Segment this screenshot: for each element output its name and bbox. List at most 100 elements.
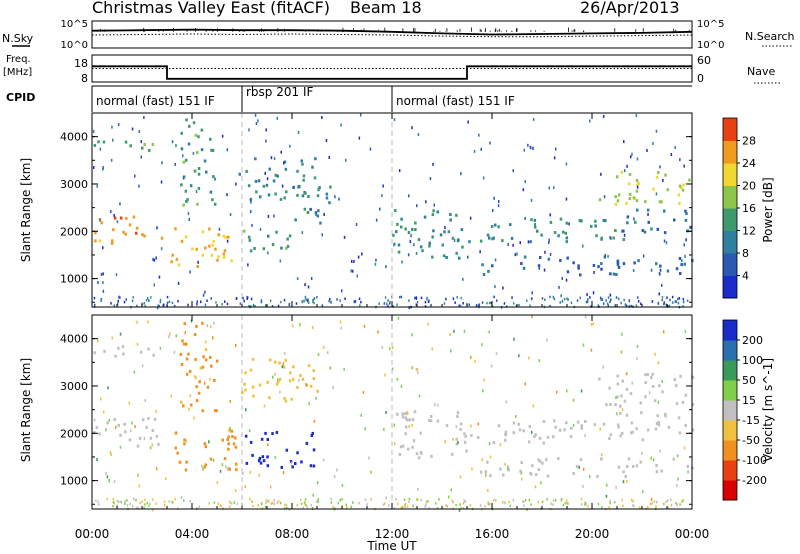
heatmap-noise-cell — [648, 391, 651, 395]
heatmap-cell — [135, 231, 138, 235]
heatmap-ground-cell — [541, 297, 544, 300]
heatmap-noise-cell — [478, 133, 480, 137]
heatmap-noise-cell — [479, 250, 481, 254]
heatmap-noise-cell — [187, 212, 190, 216]
heatmap-noise-cell — [593, 270, 595, 274]
heatmap-noise-cell — [353, 260, 355, 263]
heatmap-cell — [404, 227, 407, 231]
heatmap-ground-cell — [267, 500, 269, 503]
heatmap-ground-cell — [460, 506, 462, 510]
heatmap-ground-cell — [330, 497, 332, 501]
heatmap-noise-cell — [128, 401, 130, 405]
heatmap-noise-cell — [631, 152, 633, 156]
heatmap-cell — [486, 460, 489, 464]
heatmap-cell — [600, 262, 603, 266]
heatmap-cell — [580, 426, 583, 430]
heatmap-noise-cell — [586, 293, 588, 297]
heatmap-ground-cell — [321, 304, 324, 307]
heatmap-noise-cell — [631, 381, 633, 385]
heatmap-cell — [296, 169, 299, 173]
heatmap-cell — [243, 229, 246, 233]
heatmap-noise-cell — [108, 479, 110, 483]
heatmap-cell — [291, 465, 294, 469]
x-tick-label-0: 00:00 — [75, 527, 110, 541]
heatmap-cell — [646, 428, 650, 432]
heatmap-cell — [202, 355, 205, 359]
heatmap-ground-cell — [427, 300, 430, 303]
heatmap-noise-cell — [208, 440, 210, 444]
heatmap-ground-cell — [637, 296, 639, 299]
heatmap-ground-cell — [670, 504, 673, 507]
heatmap-noise-cell — [636, 356, 638, 360]
heatmap-noise-cell — [683, 164, 685, 168]
heatmap-noise-cell — [249, 470, 251, 474]
heatmap-ground-cell — [166, 301, 169, 305]
heatmap-cell — [197, 135, 200, 139]
heatmap-cell — [404, 416, 407, 420]
heatmap-ground-cell — [200, 300, 202, 304]
heatmap-cell — [301, 194, 305, 198]
heatmap-ground-cell — [132, 296, 134, 299]
heatmap-ground-cell — [559, 301, 561, 304]
heatmap-ground-cell — [682, 305, 684, 308]
heatmap-noise-cell — [130, 429, 132, 433]
heatmap-noise-cell — [102, 289, 105, 293]
heatmap-cell — [644, 373, 647, 377]
heatmap-ground-cell — [630, 304, 632, 308]
heatmap-cell — [243, 382, 246, 386]
heatmap-noise-cell — [343, 235, 346, 239]
heatmap-noise-cell — [316, 481, 319, 485]
heatmap-cell — [113, 418, 116, 421]
heatmap-ground-cell — [183, 499, 185, 502]
heatmap-noise-cell — [143, 116, 145, 119]
heatmap-noise-cell — [322, 458, 325, 462]
heatmap-ground-cell — [459, 304, 462, 308]
heatmap-ground-cell — [246, 297, 248, 300]
cpid-strip: CPID normal (fast) 151 IF rbsp 201 IF no… — [6, 85, 692, 112]
heatmap-noise-cell — [616, 412, 618, 416]
heatmap-cell — [609, 433, 613, 437]
heatmap-noise-cell — [622, 480, 625, 484]
heatmap-cell — [292, 365, 295, 369]
heatmap-cell — [151, 143, 155, 146]
heatmap-noise-cell — [105, 472, 107, 475]
heatmap-noise-cell — [566, 389, 568, 393]
heatmap-cell — [489, 474, 492, 478]
heatmap-ground-cell — [454, 301, 456, 304]
heatmap-noise-cell — [113, 214, 115, 217]
heatmap-noise-cell — [518, 354, 520, 358]
heatmap-noise-cell — [602, 365, 604, 369]
heatmap-cell — [119, 433, 122, 437]
heatmap-cell — [316, 214, 320, 218]
heatmap-cell — [280, 465, 283, 469]
heatmap-cell — [195, 385, 198, 389]
heatmap-ground-cell — [339, 299, 341, 302]
heatmap-ground-cell — [406, 505, 409, 508]
heatmap-cell — [625, 201, 628, 205]
heatmap-ground-cell — [151, 498, 154, 501]
heatmap-noise-cell — [655, 192, 658, 196]
heatmap-ground-cell — [277, 500, 280, 503]
heatmap-cell — [635, 179, 639, 183]
heatmap-ground-cell — [116, 504, 119, 507]
heatmap-cell — [249, 197, 253, 201]
heatmap-cell — [117, 346, 120, 350]
heatmap-noise-cell — [92, 129, 95, 133]
heatmap-cell — [666, 269, 670, 273]
heatmap-cell — [520, 461, 523, 465]
heatmap-noise-cell — [450, 488, 452, 492]
heatmap-cell — [614, 195, 617, 199]
heatmap-noise-cell — [646, 149, 648, 152]
heatmap-cell — [244, 371, 247, 375]
heatmap-ground-cell — [679, 503, 681, 506]
heatmap-cell — [317, 188, 320, 192]
heatmap-ground-cell — [135, 498, 137, 502]
heatmap-noise-cell — [411, 126, 413, 130]
heatmap-ground-cell — [235, 297, 238, 300]
heatmap-ground-cell — [479, 504, 482, 507]
heatmap-cell — [254, 179, 258, 183]
heatmap-noise-cell — [592, 291, 595, 295]
heatmap-cell — [552, 435, 555, 439]
heatmap-cell — [654, 427, 658, 431]
heatmap-noise-cell — [356, 274, 358, 278]
